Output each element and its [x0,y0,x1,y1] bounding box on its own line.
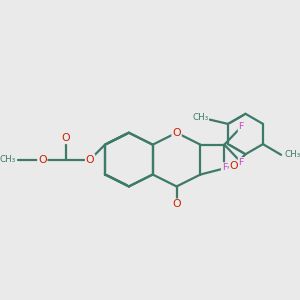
Text: O: O [62,133,70,143]
Text: CH₃: CH₃ [285,150,300,159]
Text: CH₃: CH₃ [0,155,16,164]
Text: F: F [222,163,227,172]
Text: O: O [230,161,238,171]
Text: O: O [86,154,94,165]
Text: O: O [172,200,181,209]
Text: F: F [238,122,244,131]
Text: O: O [38,154,46,165]
Text: O: O [172,128,181,138]
Text: CH₃: CH₃ [192,113,208,122]
Text: F: F [238,158,244,167]
